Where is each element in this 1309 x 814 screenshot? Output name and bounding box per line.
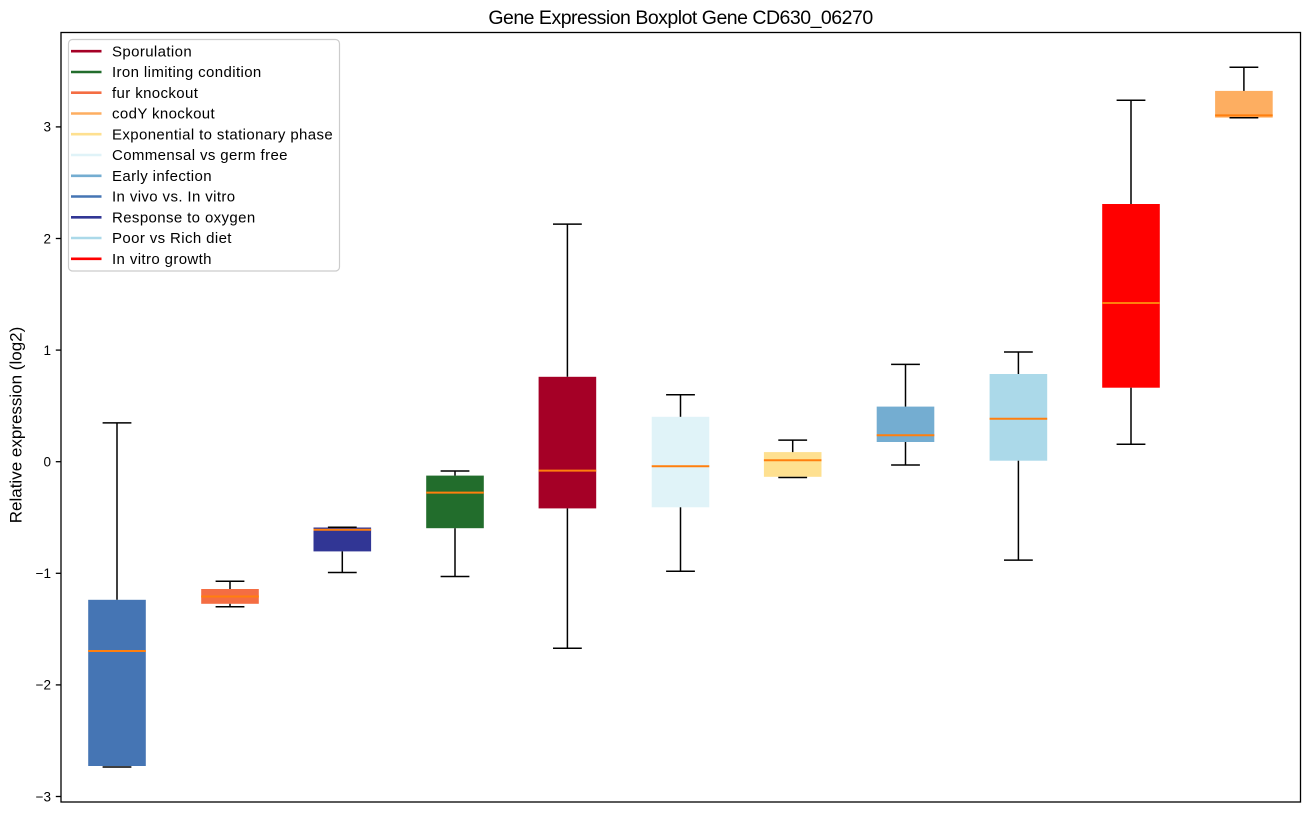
svg-text:fur knockout: fur knockout (112, 85, 199, 102)
svg-text:Response to oxygen: Response to oxygen (112, 209, 256, 226)
svg-text:codY knockout: codY knockout (112, 106, 216, 123)
svg-text:−3: −3 (36, 789, 51, 804)
svg-text:Commensal vs germ free: Commensal vs germ free (112, 147, 288, 164)
svg-text:In vivo vs. In vitro: In vivo vs. In vitro (112, 189, 235, 206)
svg-text:Exponential to stationary phas: Exponential to stationary phase (112, 126, 333, 143)
svg-text:2: 2 (43, 231, 51, 246)
svg-text:In vitro growth: In vitro growth (112, 251, 212, 268)
svg-text:Poor vs Rich diet: Poor vs Rich diet (112, 230, 232, 247)
svg-text:3: 3 (43, 120, 51, 135)
svg-text:Iron limiting condition: Iron limiting condition (112, 64, 262, 81)
svg-text:0: 0 (43, 455, 51, 470)
svg-text:1: 1 (43, 343, 51, 358)
svg-text:Relative expression (log2): Relative expression (log2) (7, 327, 26, 524)
svg-text:−1: −1 (36, 566, 51, 581)
svg-text:Sporulation: Sporulation (112, 43, 192, 60)
svg-text:Early infection: Early infection (112, 168, 212, 185)
svg-text:−2: −2 (36, 678, 51, 693)
svg-text:Gene Expression Boxplot Gene C: Gene Expression Boxplot Gene CD630_06270 (488, 7, 873, 29)
